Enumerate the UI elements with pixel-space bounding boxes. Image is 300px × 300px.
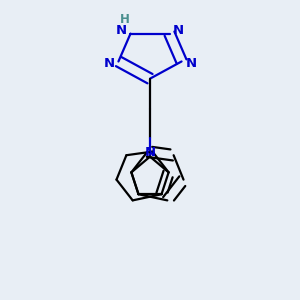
Text: N: N <box>173 25 184 38</box>
Text: N: N <box>116 25 127 38</box>
Text: N: N <box>103 57 115 70</box>
Text: H: H <box>120 13 130 26</box>
Text: N: N <box>144 146 156 159</box>
Text: N: N <box>185 57 197 70</box>
